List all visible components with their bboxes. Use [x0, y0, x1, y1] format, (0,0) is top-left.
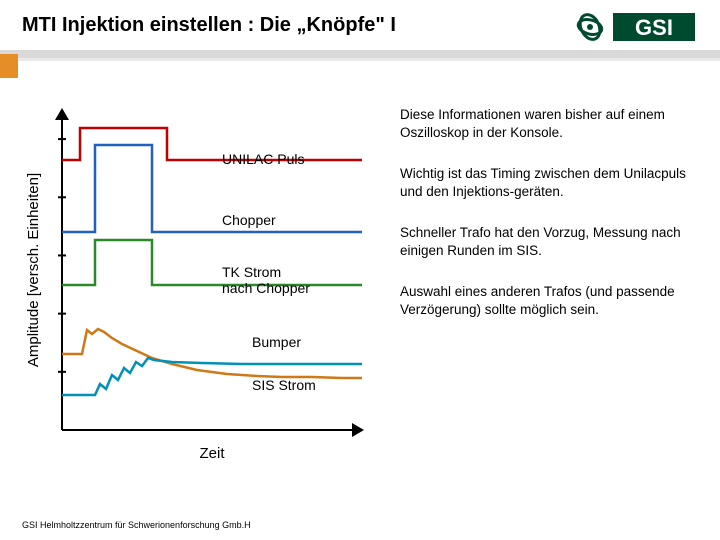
header-bar-2: [0, 58, 720, 61]
orange-accent: [0, 54, 18, 78]
footer-text: GSI Helmholtzzentrum für Schwerionenfors…: [22, 520, 251, 530]
svg-text:SIS Strom: SIS Strom: [252, 377, 316, 393]
logo-text: GSI: [635, 15, 673, 40]
svg-text:nach Chopper: nach Chopper: [222, 280, 310, 296]
gsi-logo: GSI: [568, 10, 698, 44]
svg-text:Bumper: Bumper: [252, 334, 301, 350]
svg-text:TK Strom: TK Strom: [222, 264, 281, 280]
timing-chart: Amplitude [versch. Einheiten] Zeit UNILAC …: [22, 100, 372, 480]
text-block-0: Diese Informationen waren bisher auf ein…: [400, 106, 695, 141]
svg-text:Amplitude [versch. Einheiten]: Amplitude [versch. Einheiten]: [25, 173, 42, 367]
text-block-3: Auswahl eines anderen Trafos (und passen…: [400, 283, 695, 318]
text-block-2: Schneller Trafo hat den Vorzug, Messung …: [400, 224, 695, 259]
svg-text:Zeit: Zeit: [199, 445, 225, 462]
text-block-1: Wichtig ist das Timing zwischen dem Unil…: [400, 165, 695, 200]
svg-text:Chopper: Chopper: [222, 212, 276, 228]
svg-text:UNILAC Puls: UNILAC Puls: [222, 151, 304, 167]
description-text: Diese Informationen waren bisher auf ein…: [400, 106, 695, 342]
header-bar-1: [0, 50, 720, 58]
